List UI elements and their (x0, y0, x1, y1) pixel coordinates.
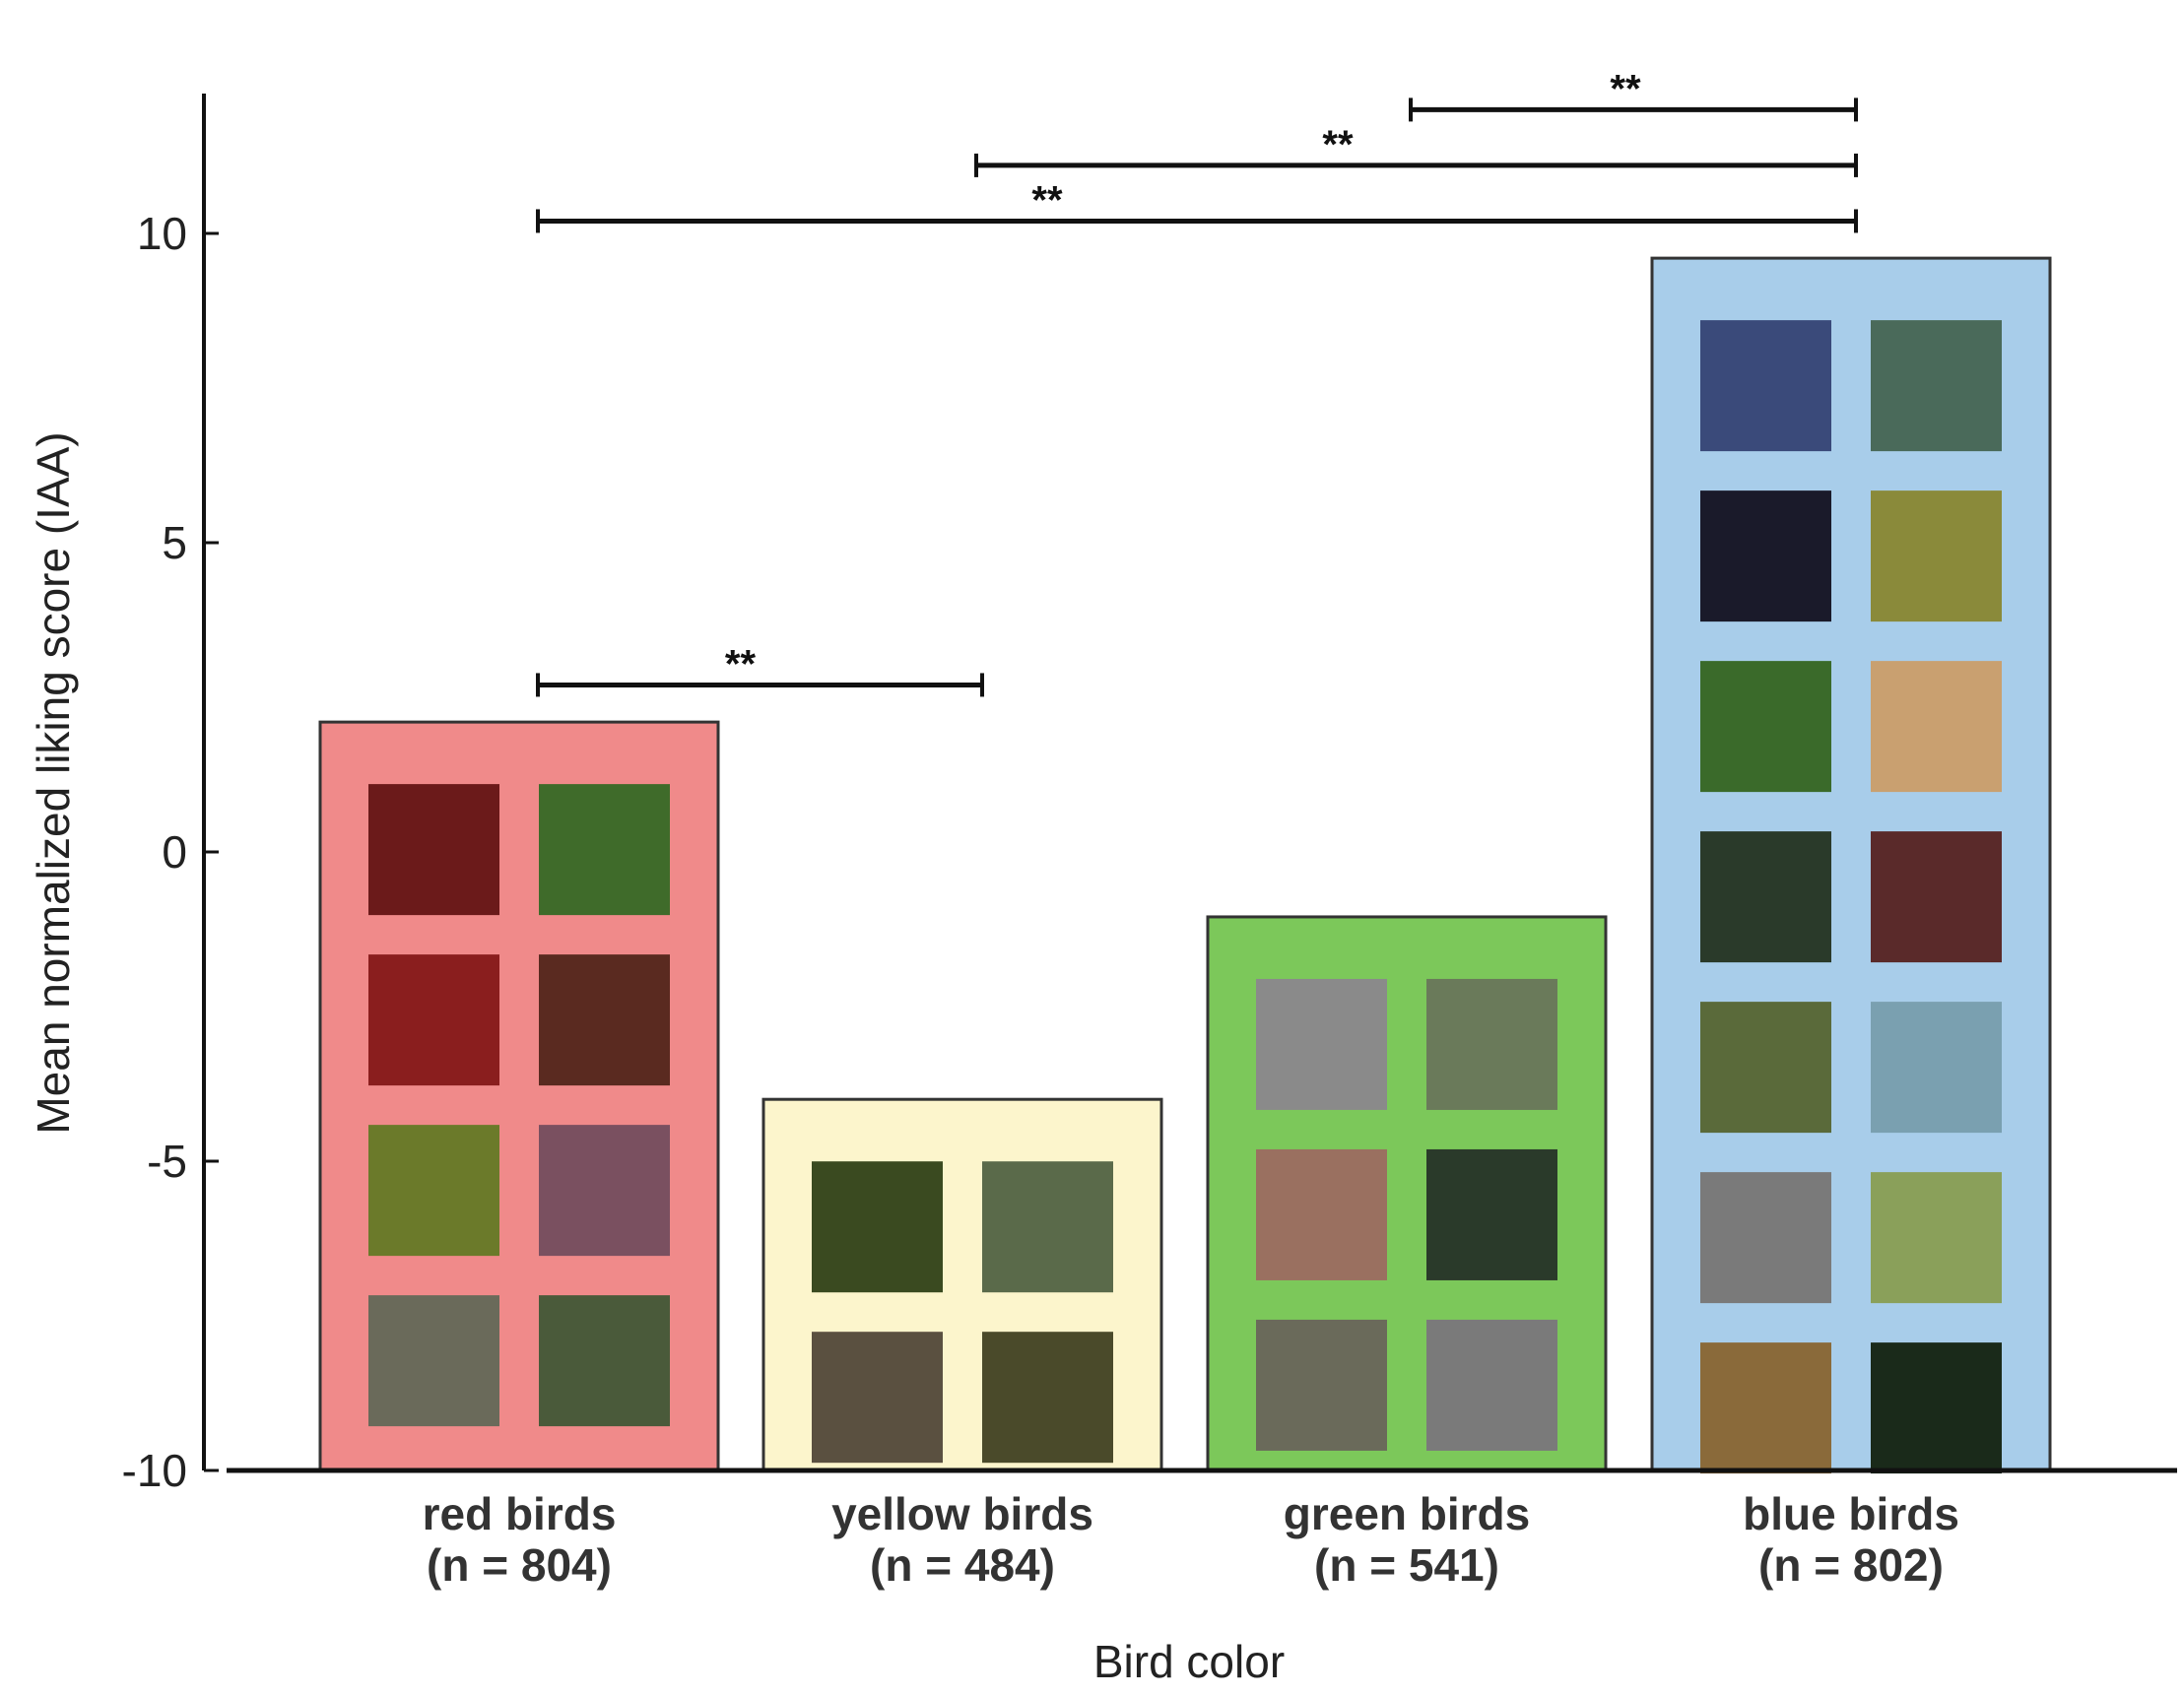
bird-photo-tile (539, 1295, 670, 1427)
category-n-label: (n = 484) (870, 1539, 1055, 1591)
bird-photo-tile (1700, 1002, 1831, 1134)
significance-bracket: ** (974, 123, 1858, 177)
y-axis-title: Mean normalized liking score (IAA) (28, 431, 79, 1134)
y-tick-label: -10 (122, 1445, 187, 1496)
bar-green (1206, 915, 1608, 1472)
bar-red (318, 720, 720, 1472)
significance-bracket: ** (536, 178, 1858, 233)
bird-photo-tile (812, 1161, 943, 1293)
y-tick-label: 10 (137, 208, 187, 259)
bird-photo-tile (1871, 1172, 2002, 1304)
bird-photo-tile (1871, 1002, 2002, 1134)
axes-layer (202, 94, 2177, 1473)
significance-layer: ** ** ** ** (536, 67, 1858, 697)
category-label: green birds (1284, 1488, 1531, 1539)
category-label: blue birds (1743, 1488, 1959, 1539)
bird-photo-tile (1871, 1342, 2002, 1474)
bar-yellow (761, 1097, 1163, 1472)
bird-photo-tile (1871, 490, 2002, 622)
bird-photo-tile (1871, 320, 2002, 452)
category-label: red birds (423, 1488, 617, 1539)
bird-photo-tile (812, 1332, 943, 1464)
bird-photo-tile (982, 1332, 1113, 1464)
bird-photo-tile (1700, 1172, 1831, 1304)
bird-photo-tile (368, 784, 499, 916)
bar-blue (1650, 256, 2052, 1474)
y-tick-label: 0 (162, 826, 187, 878)
bird-photo-tile (1871, 661, 2002, 793)
significance-bracket: ** (536, 642, 984, 697)
category-label: yellow birds (831, 1488, 1093, 1539)
bird-photo-tile (539, 1125, 670, 1257)
bird-photo-tile (1426, 1148, 1557, 1280)
bird-photo-tile (1256, 978, 1387, 1110)
x-axis-title: Bird color (1093, 1636, 1285, 1687)
significance-label: ** (1610, 67, 1641, 110)
category-n-label: (n = 804) (427, 1539, 612, 1591)
bird-photo-tile (1871, 831, 2002, 963)
bird-photo-tile (368, 1125, 499, 1257)
bird-photo-tile (368, 954, 499, 1086)
significance-label: ** (1031, 178, 1063, 222)
bird-photo-tile (1700, 1342, 1831, 1474)
category-labels-layer: red birds(n = 804) yellow birds(n = 484) g… (423, 1488, 1959, 1591)
y-ticks-layer: 10 5 0 -5 -10 (122, 208, 219, 1496)
y-tick-label: 5 (162, 517, 187, 568)
bird-photo-tile (1700, 490, 1831, 622)
bird-photo-tile (1426, 978, 1557, 1110)
bird-photo-tile (1426, 1319, 1557, 1451)
bird-photo-tile (1256, 1319, 1387, 1451)
significance-bracket: ** (1409, 67, 1858, 122)
category-n-label: (n = 541) (1314, 1539, 1499, 1591)
bird-photo-tile (982, 1161, 1113, 1293)
bird-photo-tile (1256, 1148, 1387, 1280)
category-n-label: (n = 802) (1758, 1539, 1944, 1591)
significance-label: ** (1322, 123, 1354, 166)
bird-photo-tile (1700, 831, 1831, 963)
bird-photo-tile (539, 784, 670, 916)
bird-photo-tile (1700, 320, 1831, 452)
bird-photo-tile (1700, 661, 1831, 793)
y-tick-label: -5 (147, 1136, 187, 1187)
bird-photo-tile (368, 1295, 499, 1427)
bars-layer (318, 256, 2052, 1474)
significance-label: ** (725, 642, 757, 685)
bird-photo-tile (539, 954, 670, 1086)
